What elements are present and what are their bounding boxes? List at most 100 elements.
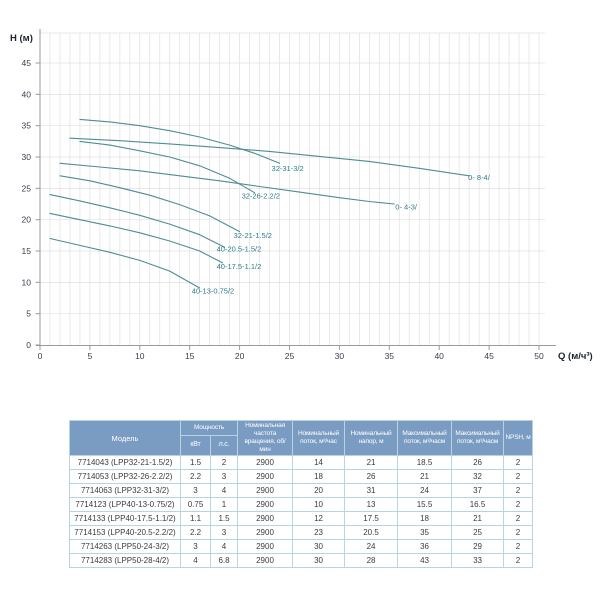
pump-spec-table: Модель Мощность Номинальная частота вращ… [69, 420, 534, 568]
y-tick-label: 30 [22, 152, 32, 162]
model-cell: 7714133 (LPP40-17.5-1.1/2) [69, 511, 181, 526]
value-cell: 31 [344, 483, 399, 498]
pump-curve [49, 194, 226, 248]
x-tick-label: 5 [88, 351, 93, 361]
table-row: 7714263 (LPP50-24-3/2) 3 4 2900 30 24 36 29 2 [69, 539, 534, 554]
value-cell: 36 [397, 539, 453, 554]
curve-label: 32-21-1.5/2 [234, 231, 272, 240]
value-cell: 2 [503, 525, 534, 540]
value-cell: 26 [451, 455, 505, 470]
model-cell: 7714153 (LPP40-20.5-2.2/2) [69, 525, 181, 540]
value-cell: 26 [344, 469, 399, 484]
curve-label: 40-20.5-1.5/2 [217, 245, 262, 254]
pump-curve [49, 212, 224, 264]
value-cell: 3 [209, 525, 239, 540]
pump-curve [59, 162, 395, 205]
value-cell: 2900 [237, 469, 294, 484]
table-row: 7714123 (LPP40-13-0.75/2) 0.75 1 2900 10 13 15… [69, 497, 534, 512]
value-cell: 2 [503, 483, 534, 498]
x-tick-label: 15 [185, 351, 195, 361]
value-cell: 2 [503, 553, 534, 568]
value-cell: 33 [451, 553, 505, 568]
curve-label: 32-26-2.2/2 [242, 191, 280, 200]
table-row: 7714043 (LPP32-21-1.5/2) 1.5 2 2900 14 21 18.5… [69, 455, 534, 470]
value-cell: 3 [180, 483, 211, 498]
table-row: 7714133 (LPP40-17.5-1.1/2) 1.1 1.5 2900 12 17… [69, 511, 534, 526]
y-tick-label: 20 [22, 215, 32, 225]
value-cell: 21 [397, 469, 453, 484]
value-cell: 2 [209, 455, 239, 470]
value-cell: 2900 [237, 483, 294, 498]
value-cell: 2 [503, 511, 534, 526]
x-tick-label: 45 [484, 351, 494, 361]
value-cell: 32 [451, 469, 505, 484]
value-cell: 2900 [237, 539, 294, 554]
value-cell: 28 [344, 553, 399, 568]
y-tick-label: 15 [22, 246, 32, 256]
pump-curve-chart: 0 5 10 15 20 25 30 35 40 45 0 5 10 15 20 25 30 35 40 45 50 Н … [10, 29, 593, 362]
value-cell: 17.5 [344, 511, 399, 526]
value-cell: 21 [344, 455, 399, 470]
value-cell: 37 [451, 483, 505, 498]
value-cell: 2900 [237, 525, 294, 540]
value-cell: 6.8 [209, 553, 239, 568]
value-cell: 23 [292, 525, 346, 540]
value-cell: 43 [397, 553, 453, 568]
col-header-model: Модель [69, 420, 181, 456]
value-cell: 14 [292, 455, 346, 470]
value-cell: 2 [503, 539, 534, 554]
curve-label: 40-17.5-1.1/2 [217, 262, 262, 271]
pump-curve [79, 140, 256, 194]
curve-label: 0- 8-4/ [468, 173, 491, 182]
model-cell: 7714043 (LPP32-21-1.5/2) [69, 455, 181, 470]
value-cell: 2.2 [180, 525, 211, 540]
pump-curve [79, 118, 281, 164]
y-axis-title: Н (м) [10, 33, 33, 44]
x-tick-label: 40 [434, 351, 444, 361]
value-cell: 3 [180, 539, 211, 554]
x-tick-label: 0 [38, 351, 43, 361]
value-cell: 2 [503, 497, 534, 512]
col-header-power: Мощность [179, 420, 239, 436]
col-header-npsh: NPSH, м [503, 420, 534, 456]
table-row: 7714053 (LPP32-26-2.2/2) 2.2 3 2900 18 26 21 32… [69, 469, 534, 484]
x-axis-title: Q (м/ч³) [558, 351, 593, 362]
y-tick-label: 10 [22, 277, 32, 287]
value-cell: 21 [451, 511, 505, 526]
value-cell: 4 [209, 483, 239, 498]
pump-curve [49, 237, 201, 289]
value-cell: 35 [397, 525, 453, 540]
model-cell: 7714063 (LPP32-31-3/2) [69, 483, 181, 498]
value-cell: 1.5 [209, 511, 239, 526]
y-tick-label: 45 [22, 58, 32, 68]
value-cell: 25 [451, 525, 505, 540]
model-cell: 7714263 (LPP50-24-3/2) [69, 539, 181, 554]
value-cell: 20.5 [344, 525, 399, 540]
value-cell: 1.5 [180, 455, 211, 470]
x-tick-label: 30 [335, 351, 345, 361]
value-cell: 24 [344, 539, 399, 554]
model-cell: 7714053 (LPP32-26-2.2/2) [69, 469, 181, 484]
col-header-nominal-flow: Номинальный поток, м³/час [292, 420, 346, 456]
value-cell: 3 [209, 469, 239, 484]
value-cell: 1 [209, 497, 239, 512]
y-tick-label: 40 [22, 89, 32, 99]
curve-label: 0- 4-3/ [395, 203, 418, 212]
value-cell: 16.5 [451, 497, 505, 512]
pump-curve [69, 137, 470, 177]
col-header-max-flow-2: Максимальный поток, м³/часм [451, 420, 505, 456]
pump-table-body: 7714043 (LPP32-21-1.5/2) 1.5 2 2900 14 21 18.5… [69, 455, 534, 568]
value-cell: 4 [180, 553, 211, 568]
value-cell: 12 [292, 511, 346, 526]
table-row: 7714283 (LPP50-28-4/2) 4 6.8 2900 30 28 43 33 2 [69, 553, 534, 568]
value-cell: 29 [451, 539, 505, 554]
value-cell: 30 [292, 553, 346, 568]
value-cell: 18 [292, 469, 346, 484]
value-cell: 24 [397, 483, 453, 498]
y-tick-label: 25 [22, 183, 32, 193]
value-cell: 10 [292, 497, 346, 512]
value-cell: 4 [209, 539, 239, 554]
col-header-max-flow: Максимальный поток, м³/часм [397, 420, 453, 456]
value-cell: 0.75 [180, 497, 211, 512]
value-cell: 1.1 [180, 511, 211, 526]
